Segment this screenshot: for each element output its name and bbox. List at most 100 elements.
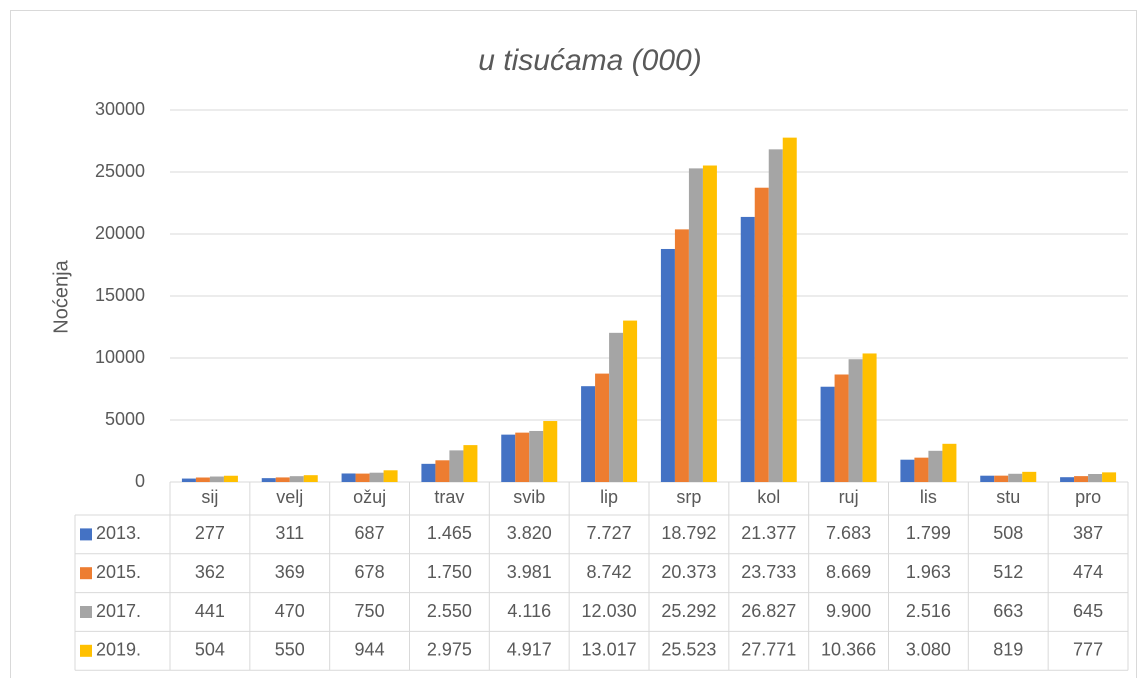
table-value: 13.017 bbox=[582, 640, 637, 660]
table-value: 645 bbox=[1073, 601, 1103, 621]
table-value: 4.116 bbox=[507, 601, 551, 621]
bar bbox=[862, 353, 877, 482]
y-tick-label: 15000 bbox=[95, 285, 145, 305]
table-value: 1.799 bbox=[906, 523, 951, 543]
table-value: 3.981 bbox=[507, 562, 552, 582]
bar bbox=[261, 478, 276, 482]
x-tick-label: srp bbox=[676, 487, 701, 507]
table-value: 663 bbox=[993, 601, 1023, 621]
table-value: 9.900 bbox=[826, 601, 871, 621]
bar bbox=[623, 320, 638, 482]
y-tick-label: 0 bbox=[135, 471, 145, 491]
table-value: 362 bbox=[195, 562, 225, 582]
bar bbox=[1102, 472, 1117, 482]
table-value: 678 bbox=[355, 562, 385, 582]
table-value: 26.827 bbox=[741, 601, 796, 621]
bar bbox=[820, 386, 835, 482]
table-value: 441 bbox=[195, 601, 225, 621]
bar bbox=[463, 445, 478, 482]
table-value: 819 bbox=[993, 640, 1023, 660]
table-value: 18.792 bbox=[661, 523, 716, 543]
chart-title: u tisućama (000) bbox=[478, 44, 701, 77]
bar bbox=[355, 473, 370, 482]
table-value: 20.373 bbox=[661, 562, 716, 582]
bar bbox=[834, 374, 849, 482]
table-value: 944 bbox=[355, 640, 385, 660]
x-tick-label: stu bbox=[996, 487, 1020, 507]
bar bbox=[435, 460, 450, 482]
bar bbox=[660, 248, 675, 482]
bar bbox=[449, 450, 464, 482]
table-value: 7.727 bbox=[587, 523, 632, 543]
table-value: 387 bbox=[1073, 523, 1103, 543]
bar bbox=[674, 229, 689, 482]
table-value: 2.975 bbox=[427, 640, 472, 660]
table-value: 1.750 bbox=[427, 562, 472, 582]
table-value: 3.080 bbox=[906, 640, 951, 660]
table-value: 1.963 bbox=[906, 562, 951, 582]
bar bbox=[754, 187, 769, 482]
bar bbox=[914, 457, 929, 482]
legend-key bbox=[80, 528, 92, 541]
bar bbox=[515, 432, 530, 482]
bar bbox=[275, 477, 290, 482]
table-value: 550 bbox=[275, 640, 305, 660]
bar bbox=[303, 475, 318, 482]
legend-label: 2013. bbox=[96, 523, 141, 543]
table-value: 504 bbox=[195, 640, 225, 660]
bar bbox=[289, 476, 304, 482]
bar bbox=[529, 430, 544, 482]
bar bbox=[1074, 476, 1089, 482]
bar bbox=[181, 478, 196, 482]
table-value: 21.377 bbox=[741, 523, 796, 543]
chart-border bbox=[10, 10, 1137, 678]
table-value: 277 bbox=[195, 523, 225, 543]
y-tick-label: 10000 bbox=[95, 347, 145, 367]
bar bbox=[341, 473, 356, 482]
x-tick-label: sij bbox=[201, 487, 218, 507]
bar bbox=[702, 165, 717, 482]
table-value: 2.550 bbox=[427, 601, 472, 621]
bar bbox=[768, 149, 783, 482]
bar bbox=[543, 421, 558, 482]
bar bbox=[581, 386, 596, 482]
x-tick-label: trav bbox=[434, 487, 464, 507]
x-tick-label: ožuj bbox=[353, 487, 386, 507]
y-tick-label: 30000 bbox=[95, 99, 145, 119]
legend-key bbox=[80, 606, 92, 618]
table-value: 27.771 bbox=[741, 640, 796, 660]
bar bbox=[980, 475, 995, 482]
table-value: 25.292 bbox=[661, 601, 716, 621]
bar bbox=[421, 463, 436, 482]
bar bbox=[595, 373, 610, 482]
table-value: 369 bbox=[275, 562, 305, 582]
table-value: 8.669 bbox=[826, 562, 871, 582]
y-axis-label: Noćenja bbox=[50, 259, 72, 333]
x-tick-label: velj bbox=[276, 487, 303, 507]
bar bbox=[688, 168, 703, 482]
table-value: 777 bbox=[1073, 640, 1103, 660]
bar bbox=[369, 472, 384, 482]
y-tick-label: 20000 bbox=[95, 223, 145, 243]
bar bbox=[900, 459, 915, 482]
bar bbox=[383, 470, 398, 482]
table-value: 8.742 bbox=[587, 562, 632, 582]
legend-label: 2015. bbox=[96, 562, 141, 582]
table-value: 474 bbox=[1073, 562, 1103, 582]
table-value: 311 bbox=[275, 523, 304, 543]
x-tick-label: lip bbox=[600, 487, 618, 507]
table-value: 2.516 bbox=[906, 601, 951, 621]
legend-label: 2017. bbox=[96, 601, 141, 621]
bar bbox=[928, 450, 943, 482]
x-tick-label: ruj bbox=[839, 487, 859, 507]
x-tick-label: svib bbox=[513, 487, 545, 507]
bar bbox=[1088, 474, 1103, 482]
x-tick-label: kol bbox=[757, 487, 780, 507]
table-value: 470 bbox=[275, 601, 305, 621]
table-value: 4.917 bbox=[507, 640, 552, 660]
bar bbox=[1022, 471, 1037, 482]
table-value: 10.366 bbox=[821, 640, 876, 660]
bar bbox=[501, 434, 516, 482]
table-value: 512 bbox=[993, 562, 1023, 582]
